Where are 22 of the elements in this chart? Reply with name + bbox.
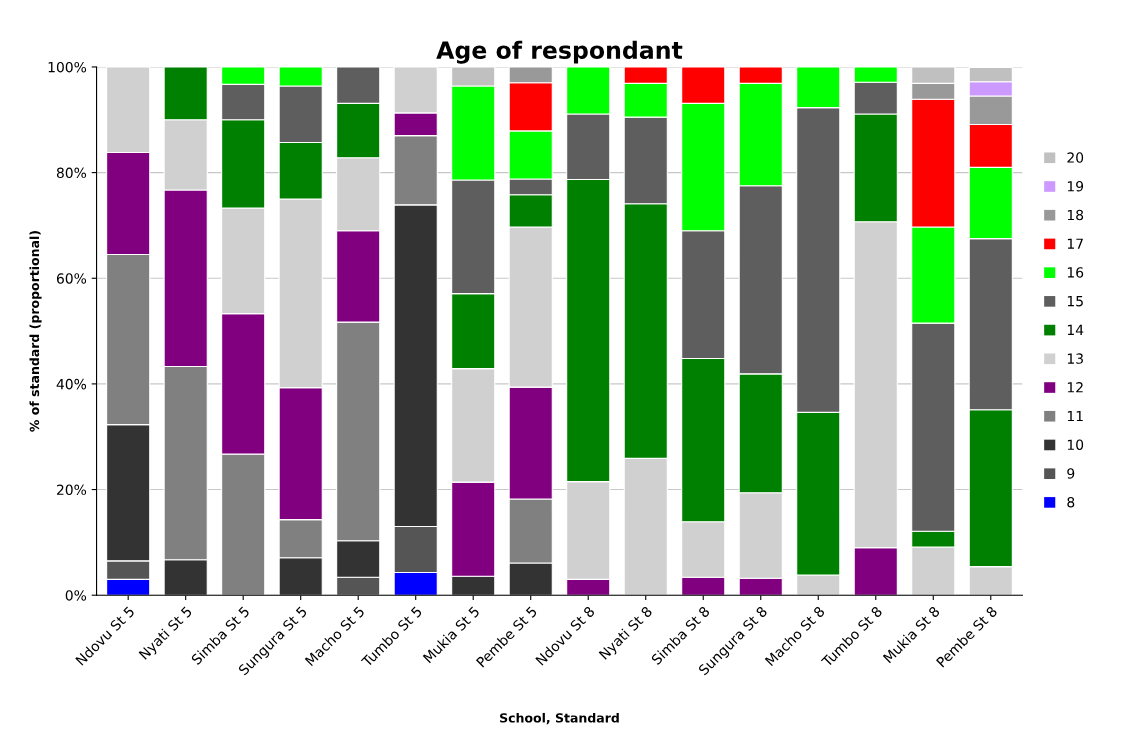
legend-label: 16 bbox=[1067, 267, 1084, 278]
legend-label: 18 bbox=[1067, 209, 1084, 221]
x-axis-title: School, Standard bbox=[500, 712, 619, 725]
legend-label: 17 bbox=[1067, 238, 1083, 249]
legend-label: 15 bbox=[1067, 296, 1083, 307]
y-tick-label: 100% bbox=[48, 61, 87, 73]
y-tick-label: 20% bbox=[56, 484, 87, 496]
legend-label: 14 bbox=[1067, 324, 1084, 335]
legend-label: 13 bbox=[1067, 353, 1083, 364]
legend-label: 12 bbox=[1067, 382, 1083, 393]
legend-label: 8 bbox=[1067, 496, 1075, 508]
legend-label: 20 bbox=[1067, 152, 1084, 163]
chart-title: Age of respondant bbox=[436, 40, 683, 64]
y-tick-label: 0% bbox=[65, 590, 87, 601]
y-tick-label: 40% bbox=[56, 378, 87, 390]
legend-label: 9 bbox=[1067, 468, 1075, 479]
legend-label: 19 bbox=[1067, 181, 1084, 192]
y-axis-title: % of standard (proportional) bbox=[29, 231, 42, 432]
y-tick-label: 80% bbox=[56, 167, 87, 179]
legend-label: 10 bbox=[1067, 439, 1084, 450]
legend-label: 11 bbox=[1067, 410, 1083, 422]
y-tick-label: 60% bbox=[56, 273, 87, 284]
